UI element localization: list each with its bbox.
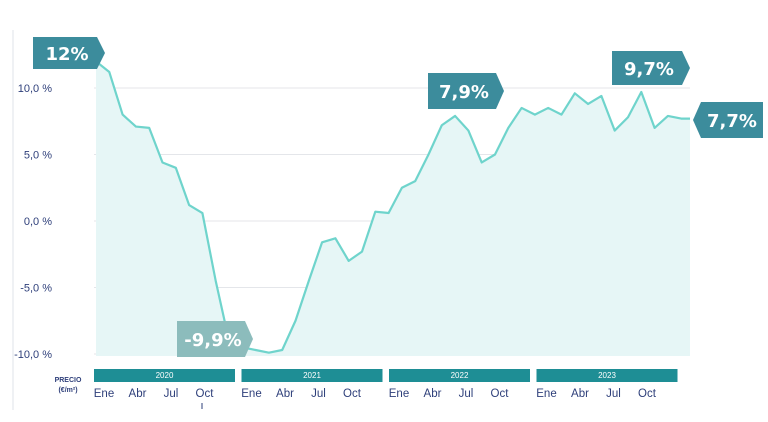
data-point [534,113,536,116]
data-point [467,129,470,132]
data-point [387,212,390,214]
callout-box [33,37,105,69]
y-tick-label: 0,0 % [24,216,52,228]
callout-box [612,51,690,85]
data-point [374,210,377,213]
data-point [640,91,643,93]
data-point [161,161,164,164]
data-point [121,113,124,116]
area-fill [96,61,690,357]
data-point [334,237,337,240]
data-point [175,167,177,169]
y-axis-ticks: 10,0 % 5,0 % 0,0 % -5,0 % -10,0 % [14,83,52,361]
data-point [148,127,150,129]
data-point [321,241,323,244]
y-tick-label: 5,0 % [24,150,52,162]
data-point [613,129,616,132]
data-point [454,115,456,117]
data-point [294,319,297,322]
y-unit-label-line1: PRECIO [55,377,82,384]
year-label: 2022 [451,371,469,380]
data-point [427,153,430,156]
callout-label: 7,7% [707,111,757,132]
data-point [574,92,576,95]
month-label: Ene [241,388,261,400]
data-point [507,127,510,129]
y-tick-label: 10,0 % [18,83,52,95]
month-label: Oct [343,388,362,400]
series-polyline [95,60,690,354]
series-line [95,60,690,354]
callout-box [428,73,504,109]
year-bar [241,369,383,382]
data-point [308,280,310,282]
data-point [347,260,350,262]
data-point [401,186,403,189]
year-label: 2020 [156,371,174,380]
callout-label: -9,9% [184,330,241,351]
year-label: 2023 [598,371,616,380]
data-point [547,107,549,109]
data-point [627,116,629,119]
y-unit-label-line2: (€/m²) [58,387,77,394]
data-point [441,124,443,127]
year-bars: 2020 2021 2022 2023 [94,369,678,382]
month-label: Jul [311,388,326,400]
data-point [361,250,363,253]
data-point [480,161,483,164]
month-label: Jul [606,388,621,400]
month-label: Ene [389,388,409,400]
callout-label: 9,7% [624,59,674,80]
year-bar [536,369,678,382]
callout-box [177,321,253,357]
month-label: Ene [536,388,556,400]
data-point [653,127,656,129]
month-label: Abr [571,388,589,400]
data-point [680,117,682,120]
callout-box [693,102,763,138]
year-bar [389,369,530,382]
data-point [600,95,603,97]
data-point [494,153,496,156]
callout-label: 7,9% [439,82,489,103]
data-point [667,115,669,117]
month-label: Oct [196,388,215,400]
area-polygon [96,61,690,357]
callout-label: 12% [45,44,88,65]
month-label: Abr [276,388,294,400]
data-point [135,125,137,128]
data-point [281,349,284,351]
callouts: 12% -9,9% 7,9% 9,7% 7,7% [33,37,763,357]
y-tick-label: -5,0 % [20,283,52,295]
month-label: Abr [424,388,442,400]
data-point [560,113,563,116]
data-point [414,180,417,182]
data-point [254,349,257,351]
year-bar [94,369,235,382]
data-point [188,204,190,206]
month-label: Abr [129,388,147,400]
year-label: 2021 [303,371,321,380]
month-label: Jul [164,388,179,400]
data-point [268,351,270,354]
month-label: Jul [459,388,474,400]
data-point [108,71,111,73]
data-point [587,103,589,105]
month-ticks: Ene Abr Jul Oct Ene Abr Jul Oct Ene Abr Jul Oct Ene A… [94,388,657,409]
month-label: Oct [491,388,510,400]
y-tick-label: -10,0 % [14,349,52,361]
month-label: Oct [638,388,657,400]
data-point [201,212,204,214]
data-point [520,107,523,109]
data-point [214,280,217,282]
month-label: Ene [94,388,114,400]
